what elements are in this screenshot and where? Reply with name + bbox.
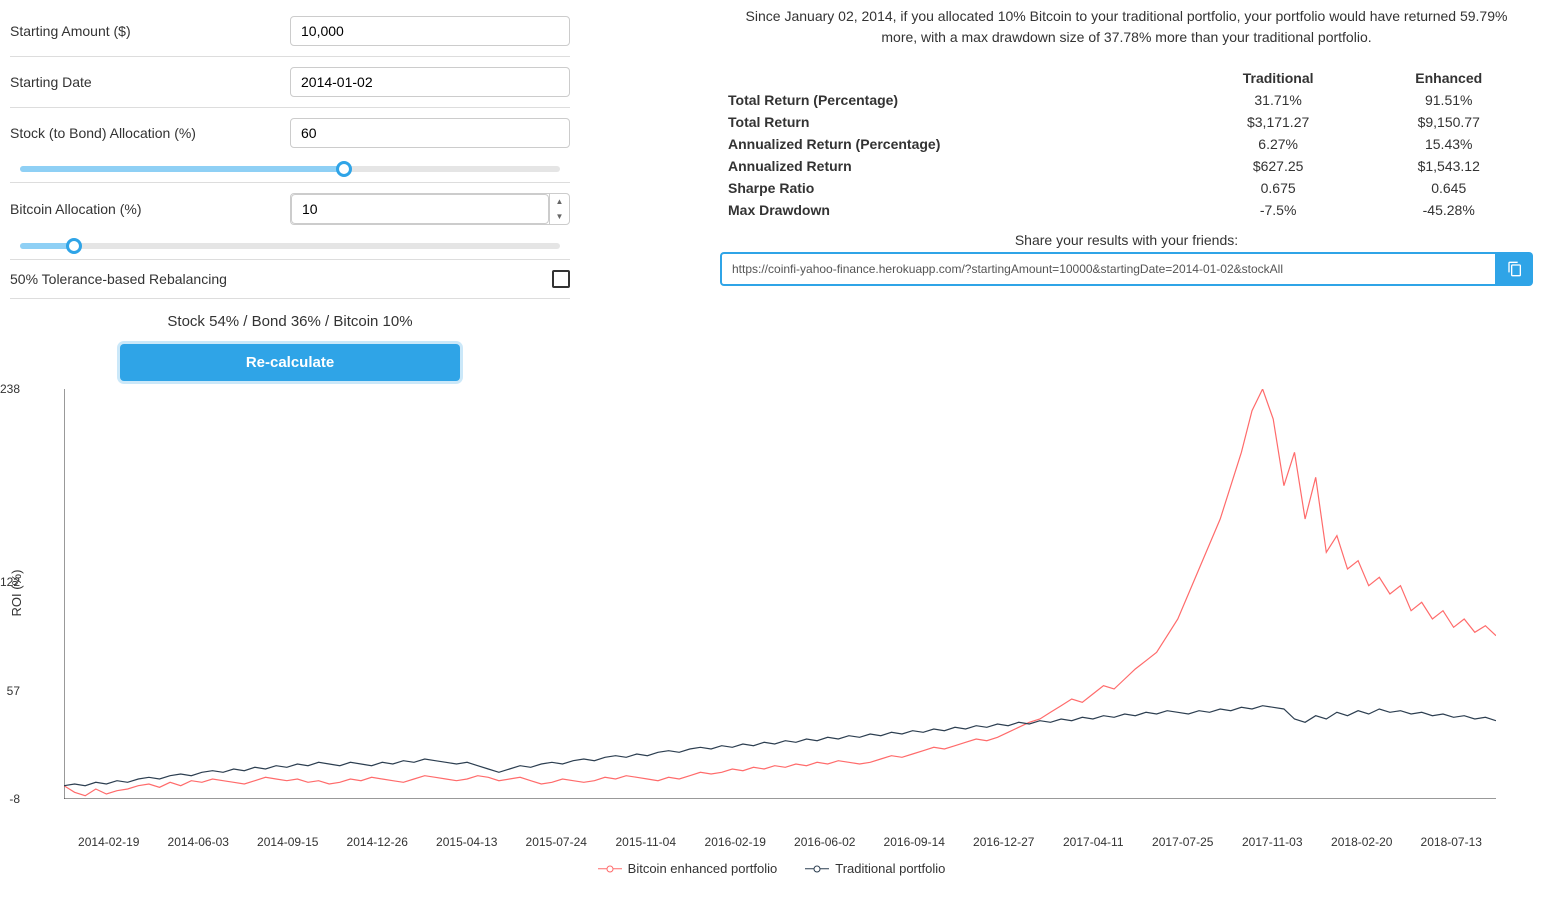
results-row: Sharpe Ratio 0.675 0.645 xyxy=(722,178,1531,198)
metric-label: Total Return (Percentage) xyxy=(722,90,1190,110)
traditional-value: -7.5% xyxy=(1192,200,1365,220)
starting-date-row: Starting Date xyxy=(10,57,570,108)
stock-allocation-input[interactable] xyxy=(290,118,570,148)
metric-label: Sharpe Ratio xyxy=(722,178,1190,198)
x-tick-label: 2016-09-14 xyxy=(870,835,960,849)
chart-series-line xyxy=(64,389,1496,796)
legend-item: Bitcoin enhanced portfolio xyxy=(598,861,778,876)
stepper-up-icon[interactable]: ▲ xyxy=(550,194,569,209)
stepper-down-icon[interactable]: ▼ xyxy=(550,209,569,224)
starting-amount-row: Starting Amount ($) xyxy=(10,6,570,57)
x-tick-label: 2016-12-27 xyxy=(959,835,1049,849)
x-tick-label: 2017-04-11 xyxy=(1049,835,1139,849)
x-tick-label: 2018-07-13 xyxy=(1407,835,1497,849)
recalculate-button[interactable]: Re-calculate xyxy=(120,344,460,381)
results-table: TraditionalEnhanced Total Return (Percen… xyxy=(720,66,1533,222)
traditional-value: $3,171.27 xyxy=(1192,112,1365,132)
traditional-value: 0.675 xyxy=(1192,178,1365,198)
y-tick-label: 57 xyxy=(0,684,20,698)
x-tick-label: 2018-02-20 xyxy=(1317,835,1407,849)
y-tick-label: 238 xyxy=(0,382,20,396)
x-tick-label: 2014-09-15 xyxy=(243,835,333,849)
metric-label: Annualized Return (Percentage) xyxy=(722,134,1190,154)
chart-legend: Bitcoin enhanced portfolio Traditional po… xyxy=(10,849,1533,890)
bitcoin-allocation-slider-thumb[interactable] xyxy=(66,238,82,254)
enhanced-value: 0.645 xyxy=(1366,178,1531,198)
results-panel: Since January 02, 2014, if you allocated… xyxy=(720,6,1533,381)
stock-allocation-slider[interactable] xyxy=(20,166,560,172)
results-row: Annualized Return (Percentage) 6.27% 15.… xyxy=(722,134,1531,154)
x-tick-label: 2014-02-19 xyxy=(64,835,154,849)
x-tick-label: 2015-04-13 xyxy=(422,835,512,849)
legend-item: Traditional portfolio xyxy=(805,861,945,876)
copy-icon xyxy=(1507,261,1523,277)
chart-x-ticks: 2014-02-192014-06-032014-09-152014-12-26… xyxy=(64,829,1496,849)
traditional-value: 6.27% xyxy=(1192,134,1365,154)
metric-label: Total Return xyxy=(722,112,1190,132)
x-tick-label: 2015-11-04 xyxy=(601,835,691,849)
x-tick-label: 2016-06-02 xyxy=(780,835,870,849)
x-tick-label: 2017-07-25 xyxy=(1138,835,1228,849)
allocation-summary: Stock 54% / Bond 36% / Bitcoin 10% xyxy=(10,299,570,344)
results-row: Total Return (Percentage) 31.71% 91.51% xyxy=(722,90,1531,110)
share-label: Share your results with your friends: xyxy=(720,232,1533,248)
results-column-header: Enhanced xyxy=(1366,68,1531,88)
bitcoin-allocation-slider[interactable] xyxy=(20,243,560,249)
results-row: Max Drawdown -7.5% -45.28% xyxy=(722,200,1531,220)
copy-button[interactable] xyxy=(1497,252,1533,286)
bitcoin-allocation-label: Bitcoin Allocation (%) xyxy=(10,201,290,217)
legend-label: Bitcoin enhanced portfolio xyxy=(628,861,778,876)
starting-date-label: Starting Date xyxy=(10,74,290,90)
roi-chart: ROI (%) -857122238 xyxy=(64,389,1496,829)
stock-allocation-label: Stock (to Bond) Allocation (%) xyxy=(10,125,290,141)
enhanced-value: 91.51% xyxy=(1366,90,1531,110)
rebalancing-row: 50% Tolerance-based Rebalancing xyxy=(10,260,570,299)
summary-text: Since January 02, 2014, if you allocated… xyxy=(720,6,1533,48)
chart-canvas xyxy=(64,389,1496,799)
starting-amount-input[interactable] xyxy=(290,16,570,46)
stock-allocation-slider-row xyxy=(10,158,570,183)
rebalancing-checkbox[interactable] xyxy=(552,270,570,288)
enhanced-value: 15.43% xyxy=(1366,134,1531,154)
form-panel: Starting Amount ($) Starting Date Stock … xyxy=(10,6,570,381)
x-tick-label: 2014-12-26 xyxy=(333,835,423,849)
metric-label: Max Drawdown xyxy=(722,200,1190,220)
results-column-header xyxy=(722,68,1190,88)
traditional-value: $627.25 xyxy=(1192,156,1365,176)
bitcoin-allocation-stepper[interactable]: ▲ ▼ xyxy=(290,193,570,225)
starting-amount-label: Starting Amount ($) xyxy=(10,23,290,39)
results-column-header: Traditional xyxy=(1192,68,1365,88)
bitcoin-allocation-row: Bitcoin Allocation (%) ▲ ▼ xyxy=(10,183,570,235)
x-tick-label: 2015-07-24 xyxy=(512,835,602,849)
y-tick-label: -8 xyxy=(0,792,20,806)
results-row: Annualized Return $627.25 $1,543.12 xyxy=(722,156,1531,176)
share-url-input[interactable] xyxy=(720,252,1497,286)
legend-label: Traditional portfolio xyxy=(835,861,945,876)
starting-date-input[interactable] xyxy=(290,67,570,97)
stock-allocation-row: Stock (to Bond) Allocation (%) xyxy=(10,108,570,158)
y-tick-label: 122 xyxy=(0,575,20,589)
stock-allocation-slider-thumb[interactable] xyxy=(336,161,352,177)
bitcoin-allocation-slider-row xyxy=(10,235,570,260)
bitcoin-allocation-input[interactable] xyxy=(291,194,549,224)
traditional-value: 31.71% xyxy=(1192,90,1365,110)
x-tick-label: 2014-06-03 xyxy=(154,835,244,849)
metric-label: Annualized Return xyxy=(722,156,1190,176)
chart-series-line xyxy=(64,706,1496,786)
enhanced-value: $1,543.12 xyxy=(1366,156,1531,176)
rebalancing-label: 50% Tolerance-based Rebalancing xyxy=(10,271,290,287)
results-row: Total Return $3,171.27 $9,150.77 xyxy=(722,112,1531,132)
enhanced-value: -45.28% xyxy=(1366,200,1531,220)
x-tick-label: 2016-02-19 xyxy=(691,835,781,849)
x-tick-label: 2017-11-03 xyxy=(1228,835,1318,849)
enhanced-value: $9,150.77 xyxy=(1366,112,1531,132)
